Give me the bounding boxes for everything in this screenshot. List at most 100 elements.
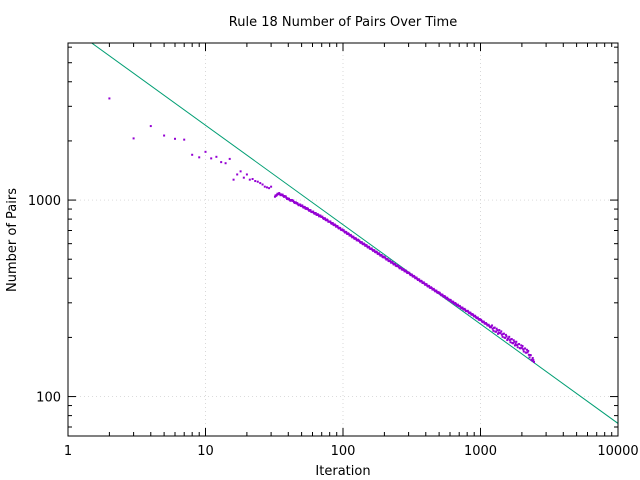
data-point (259, 182, 262, 185)
data-point (533, 360, 536, 363)
data-point (350, 235, 353, 238)
data-point (422, 281, 425, 284)
x-axis-label: Iteration (315, 464, 370, 479)
data-point (525, 348, 528, 351)
y-tick-labels: 100 1000 (28, 194, 61, 405)
data-point (228, 157, 231, 160)
data-point (469, 311, 472, 314)
data-point (357, 238, 360, 241)
data-point (365, 244, 368, 247)
data-point (317, 213, 320, 216)
data-point (265, 186, 268, 189)
data-point (183, 138, 186, 141)
data-point (420, 280, 423, 283)
data-point (452, 300, 455, 303)
data-point (163, 134, 166, 137)
data-point (301, 204, 304, 207)
data-point (518, 343, 521, 346)
data-point (210, 157, 213, 160)
data-point (285, 196, 288, 199)
data-point (254, 180, 257, 183)
data-point (526, 351, 529, 354)
data-point (268, 187, 271, 190)
data-point (521, 345, 524, 348)
data-point (513, 344, 516, 347)
data-point (342, 229, 345, 232)
data-point (498, 329, 501, 332)
data-point (524, 347, 527, 350)
data-point (363, 243, 366, 246)
data-point (261, 183, 264, 186)
data-point (378, 253, 381, 256)
data-point (345, 231, 348, 234)
data-point (516, 346, 519, 349)
data-point (514, 342, 517, 345)
data-point (275, 194, 278, 197)
data-point (256, 180, 259, 183)
data-point (404, 269, 407, 272)
data-point (487, 323, 490, 326)
data-point (299, 203, 302, 206)
data-point (474, 316, 477, 319)
data-point (248, 178, 251, 181)
data-point (328, 220, 331, 223)
grid (68, 43, 618, 436)
data-point (198, 156, 201, 159)
data-point (424, 283, 427, 286)
data-point (448, 298, 451, 301)
data-point (461, 306, 464, 309)
data-point (458, 304, 461, 307)
y-tick-label: 1000 (28, 194, 61, 209)
data-point (239, 170, 242, 173)
data-point (512, 342, 515, 345)
data-point (482, 320, 485, 323)
data-point (220, 161, 223, 164)
data-point (444, 295, 447, 298)
data-point (352, 235, 355, 238)
data-point (324, 217, 327, 220)
data-point (527, 353, 530, 356)
data-point (522, 348, 525, 351)
data-point (410, 273, 413, 276)
data-point (309, 209, 312, 212)
data-point (303, 205, 306, 208)
data-point (512, 339, 515, 342)
data-point (502, 332, 505, 335)
data-point (358, 239, 361, 242)
x-tick-label: 100 (331, 444, 356, 459)
y-axis-label: Number of Pairs (5, 188, 20, 292)
data-point (492, 329, 495, 332)
data-point (391, 261, 394, 264)
data-point (529, 354, 532, 357)
data-point (326, 219, 329, 222)
data-point (292, 199, 295, 202)
data-point (405, 270, 408, 273)
data-point (472, 313, 475, 316)
data-point (310, 211, 313, 214)
data-point (498, 332, 501, 335)
chart-title: Rule 18 Number of Pairs Over Time (229, 15, 457, 30)
data-point (263, 185, 266, 188)
data-point (299, 205, 302, 208)
data-point (415, 276, 418, 279)
data-point (435, 289, 438, 292)
data-point (294, 201, 297, 204)
data-point (286, 197, 289, 200)
data-point (489, 325, 492, 328)
data-point (368, 245, 371, 248)
data-point (347, 233, 350, 236)
data-point (320, 215, 323, 218)
data-point (496, 329, 499, 332)
data-point (457, 304, 460, 307)
data-point (331, 222, 334, 225)
data-point (296, 202, 299, 205)
data-point (485, 322, 488, 325)
data-point (527, 349, 530, 352)
data-point (270, 185, 273, 188)
data-point (355, 237, 358, 240)
data-point (497, 331, 500, 334)
data-point (392, 262, 395, 265)
data-point (406, 271, 409, 274)
data-point (204, 150, 207, 153)
x-tick-label: 1000 (464, 444, 497, 459)
